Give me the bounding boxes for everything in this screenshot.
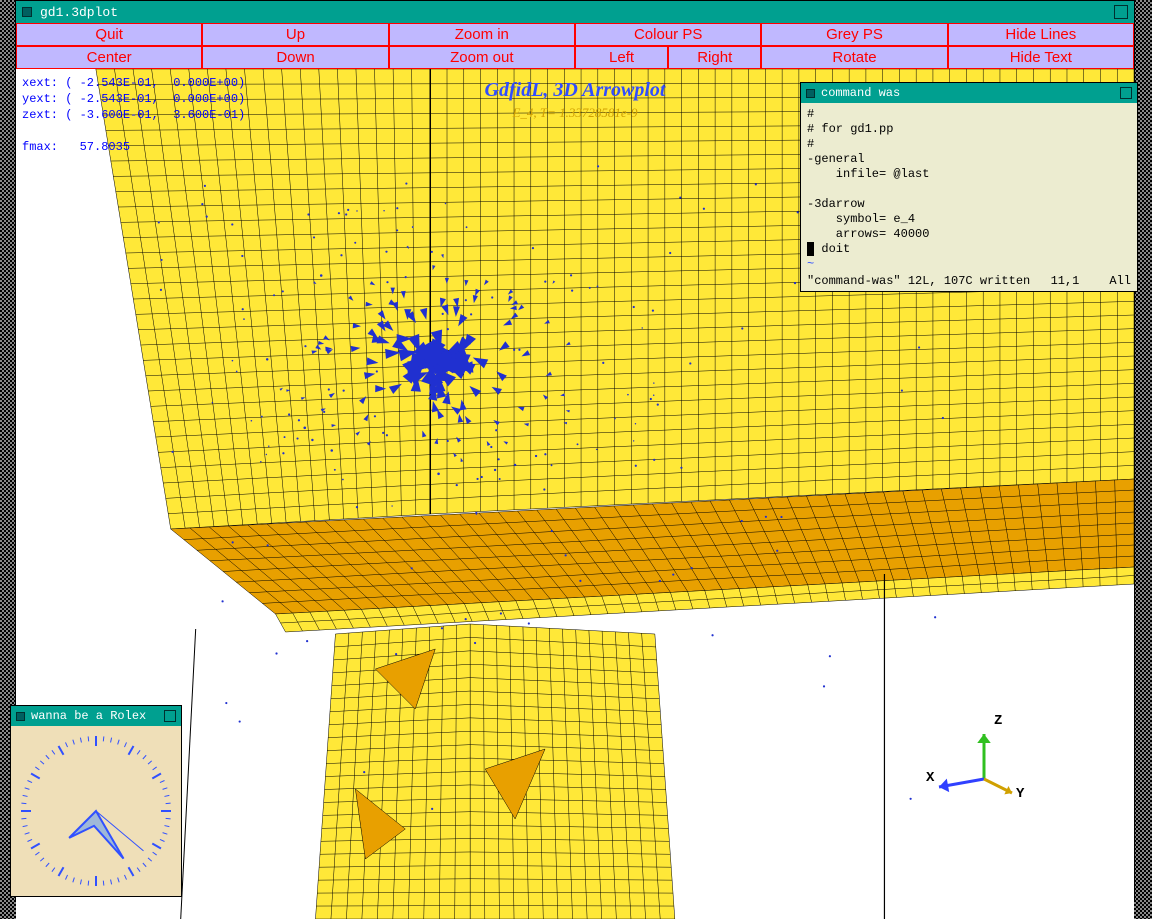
main-title-text: gd1.3dplot bbox=[40, 5, 118, 20]
left-button[interactable]: Left bbox=[575, 46, 668, 69]
command-titlebar[interactable]: command was bbox=[801, 83, 1137, 103]
hide-text-button[interactable]: Hide Text bbox=[948, 46, 1134, 69]
minimize-icon[interactable] bbox=[164, 710, 176, 722]
zoom-out-button[interactable]: Zoom out bbox=[389, 46, 575, 69]
svg-text:X: X bbox=[926, 770, 935, 786]
clock-body bbox=[11, 726, 181, 896]
toolbar: QuitUpZoom inColour PSGrey PSHide Lines C… bbox=[16, 23, 1134, 69]
colour-ps-button[interactable]: Colour PS bbox=[575, 23, 761, 46]
extent-readouts: xext: ( -2.543E-01, 0.000E+00) yext: ( -… bbox=[22, 75, 245, 155]
svg-text:Y: Y bbox=[1016, 786, 1025, 802]
command-window: command was # # for gd1.pp # -general in… bbox=[800, 82, 1138, 292]
right-button[interactable]: Right bbox=[668, 46, 761, 69]
quit-button[interactable]: Quit bbox=[16, 23, 202, 46]
minimize-icon[interactable] bbox=[1120, 87, 1132, 99]
axis-triad: Z X Y bbox=[924, 709, 1044, 829]
grey-ps-button[interactable]: Grey PS bbox=[761, 23, 947, 46]
up-button[interactable]: Up bbox=[202, 23, 388, 46]
rotate-button[interactable]: Rotate bbox=[761, 46, 947, 69]
command-title-text: command was bbox=[821, 86, 900, 100]
down-button[interactable]: Down bbox=[202, 46, 388, 69]
main-titlebar[interactable]: gd1.3dplot bbox=[16, 1, 1134, 23]
window-menu-icon[interactable] bbox=[806, 89, 815, 98]
zoom-in-button[interactable]: Zoom in bbox=[389, 23, 575, 46]
svg-text:Z: Z bbox=[994, 713, 1002, 729]
window-menu-icon[interactable] bbox=[16, 712, 25, 721]
clock-title-text: wanna be a Rolex bbox=[31, 709, 146, 723]
plot-subtitle: E_4, T= 1.33728581e-9 bbox=[512, 105, 637, 121]
plot-title: GdfidL, 3D Arrowplot bbox=[485, 79, 666, 102]
hide-lines-button[interactable]: Hide Lines bbox=[948, 23, 1134, 46]
clock-window: wanna be a Rolex bbox=[10, 705, 182, 897]
clock-face bbox=[11, 726, 181, 896]
command-body[interactable]: # # for gd1.pp # -general infile= @last … bbox=[801, 103, 1137, 291]
center-button[interactable]: Center bbox=[16, 46, 202, 69]
clock-titlebar[interactable]: wanna be a Rolex bbox=[11, 706, 181, 726]
minimize-icon[interactable] bbox=[1114, 5, 1128, 19]
window-menu-icon[interactable] bbox=[22, 7, 32, 17]
